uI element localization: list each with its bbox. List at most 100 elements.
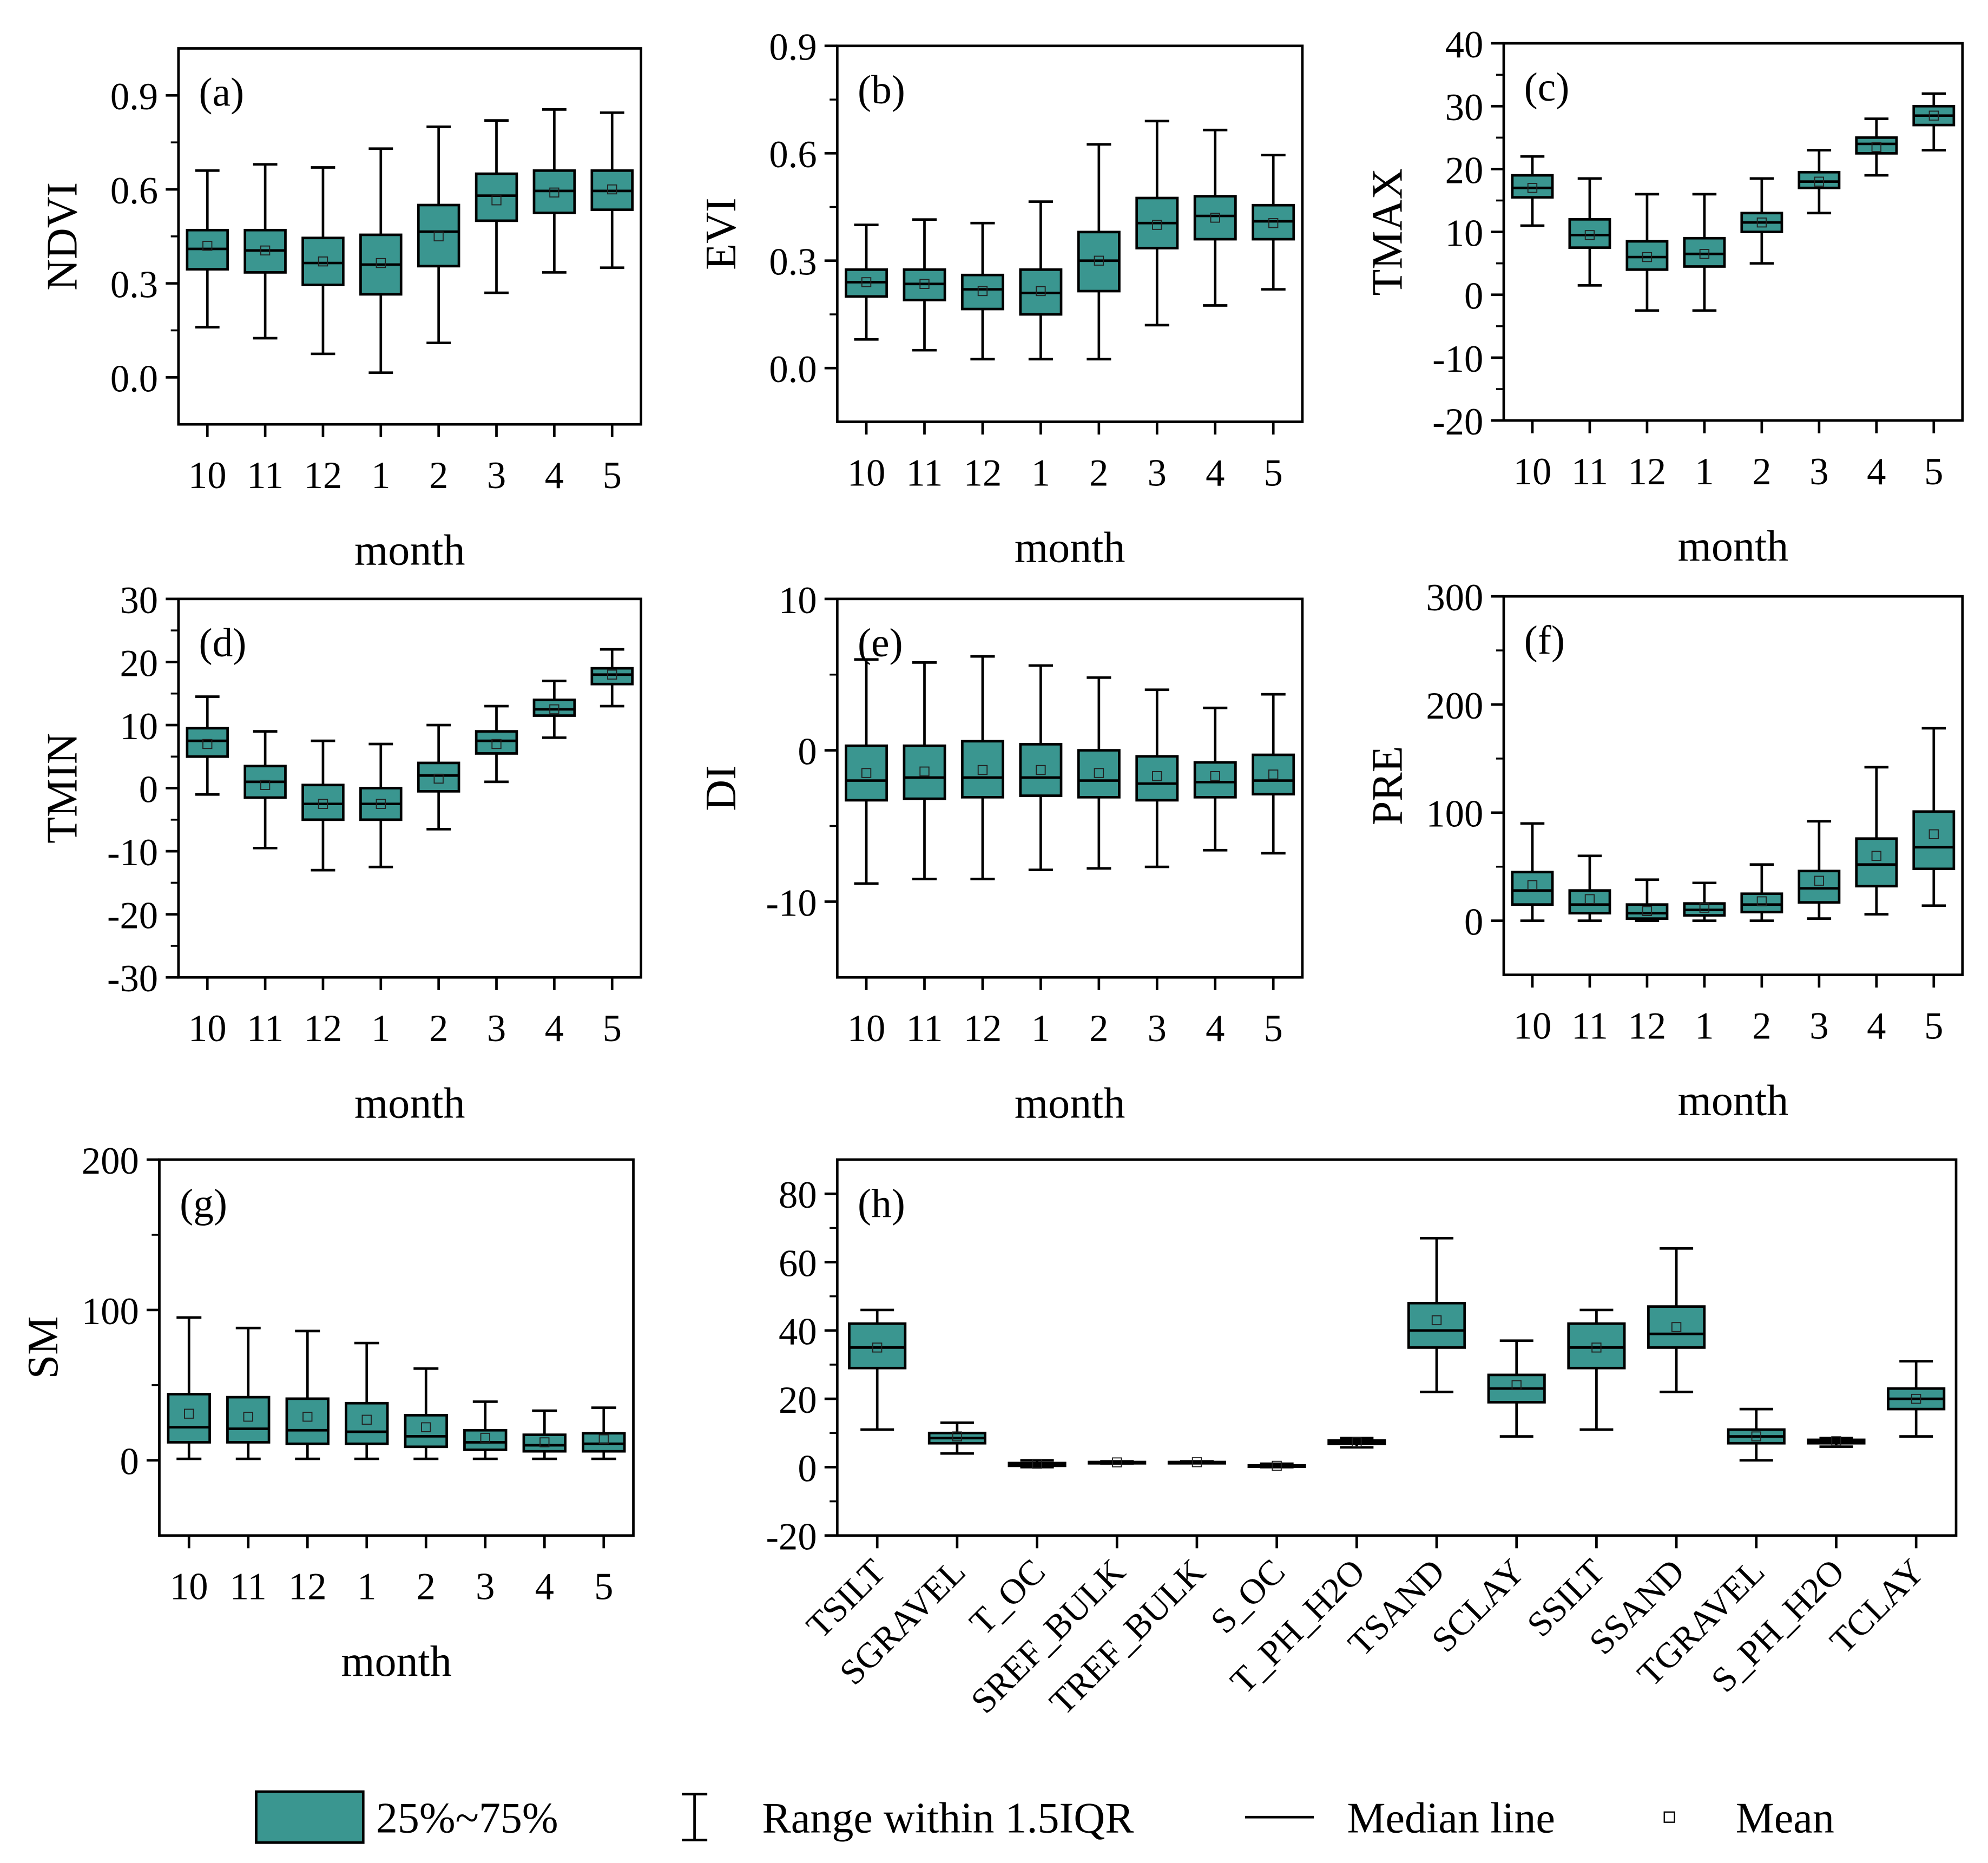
- y-tick-label: 0.9: [769, 27, 817, 69]
- mean-marker: [1431, 1315, 1442, 1326]
- mean-marker: [919, 279, 930, 289]
- mean-marker: [1751, 1431, 1761, 1441]
- x-tick-label: 1: [1695, 1005, 1714, 1047]
- y-tick-label: 0: [798, 731, 817, 773]
- y-tick-label: 20: [1445, 149, 1484, 192]
- mean-marker: [1094, 768, 1104, 778]
- box: [903, 744, 946, 800]
- x-tick-label: 1: [1031, 1008, 1050, 1050]
- y-tick-label: 0.9: [110, 76, 158, 118]
- box: [1567, 1322, 1626, 1370]
- mean-marker: [977, 286, 988, 297]
- x-tick-label: 5: [603, 455, 622, 497]
- legend-label: Range within 1.5IQR: [762, 1794, 1134, 1842]
- y-tick-label: 0: [120, 1441, 139, 1483]
- box: [1647, 1305, 1706, 1349]
- y-tick-label: 0.0: [110, 358, 158, 400]
- legend-mean-icon: [1663, 1811, 1675, 1823]
- mean-marker: [376, 799, 386, 809]
- y-tick-label: 0.3: [769, 241, 817, 284]
- x-tick-label: 5: [1264, 452, 1283, 494]
- plot-frame: [835, 597, 1304, 979]
- mean-marker: [480, 1432, 490, 1443]
- box: [1855, 837, 1898, 888]
- mean-marker: [491, 195, 502, 206]
- mean-marker: [1928, 110, 1939, 121]
- mean-marker: [1814, 875, 1825, 886]
- box: [1798, 870, 1841, 904]
- x-axis-label: month: [1015, 524, 1125, 572]
- plot-frame: [835, 44, 1304, 423]
- x-tick-label: 10: [188, 1008, 227, 1050]
- mean-marker: [184, 1408, 194, 1419]
- x-tick-label: 4: [545, 455, 564, 497]
- panel-label: (g): [180, 1181, 227, 1226]
- x-tick-label: 1: [1695, 451, 1714, 493]
- panel-label: (e): [858, 621, 903, 666]
- x-tick-label: 10: [1513, 1005, 1552, 1047]
- y-tick-label: 10: [1445, 213, 1484, 255]
- mean-marker: [1032, 1458, 1042, 1469]
- mean-marker: [1527, 183, 1538, 193]
- x-tick-label: 3: [1809, 451, 1828, 493]
- box: [301, 236, 345, 286]
- mean-marker: [1036, 765, 1046, 775]
- mean-marker: [1871, 851, 1882, 861]
- box: [582, 1432, 626, 1453]
- box: [1193, 195, 1237, 241]
- mean-marker: [1591, 1342, 1602, 1353]
- box: [1683, 236, 1726, 268]
- legend-label: Mean: [1736, 1794, 1834, 1842]
- box: [1252, 753, 1295, 796]
- plot-frame: [158, 1158, 635, 1537]
- x-tick-label: 1: [357, 1566, 376, 1608]
- y-tick-label: 100: [1426, 793, 1483, 835]
- mean-marker: [1642, 906, 1653, 916]
- mean-marker: [1699, 249, 1710, 259]
- panel-label: (c): [1524, 65, 1570, 110]
- x-tick-label: 11: [247, 455, 284, 497]
- x-tick-label: 1: [371, 455, 390, 497]
- y-tick-label: 200: [82, 1140, 139, 1182]
- mean-marker: [1210, 213, 1220, 223]
- x-tick-label: 2: [417, 1566, 436, 1608]
- y-tick-label: 10: [779, 580, 817, 622]
- box: [186, 727, 229, 758]
- mean-marker: [1268, 769, 1279, 780]
- mean-marker: [491, 739, 502, 749]
- x-tick-label: 2: [1752, 1005, 1771, 1047]
- mean-marker: [919, 766, 930, 776]
- y-axis-label: TMAX: [1364, 168, 1412, 296]
- mean-marker: [260, 245, 271, 256]
- plot-frame: [1502, 595, 1964, 976]
- mean-marker: [1352, 1437, 1362, 1447]
- mean-marker: [1036, 286, 1046, 297]
- x-tick-label: 10: [170, 1566, 208, 1608]
- box: [1407, 1301, 1466, 1349]
- panel-label: (h): [858, 1181, 905, 1226]
- panel-label: (a): [199, 70, 244, 115]
- box: [1511, 174, 1554, 199]
- mean-marker: [607, 669, 617, 680]
- mean-marker: [433, 231, 444, 242]
- mean-marker: [1210, 771, 1220, 781]
- panel-label: (d): [199, 621, 246, 666]
- mean-marker: [318, 256, 328, 267]
- x-tick-label: 5: [1924, 451, 1943, 493]
- mean-marker: [1699, 903, 1710, 913]
- y-tick-label: 40: [1445, 24, 1484, 66]
- box: [417, 203, 460, 268]
- panel-label: (f): [1524, 618, 1565, 663]
- mean-marker: [202, 241, 213, 251]
- mean-marker: [607, 184, 617, 195]
- mean-marker: [598, 1434, 609, 1445]
- box: [522, 1433, 567, 1453]
- y-axis-label: EVI: [697, 198, 745, 269]
- y-tick-label: 30: [1445, 87, 1484, 129]
- y-tick-label: 0.3: [110, 264, 158, 306]
- x-tick-label: 11: [247, 1008, 284, 1050]
- mean-marker: [376, 258, 386, 268]
- x-tick-label: 2: [429, 1008, 448, 1050]
